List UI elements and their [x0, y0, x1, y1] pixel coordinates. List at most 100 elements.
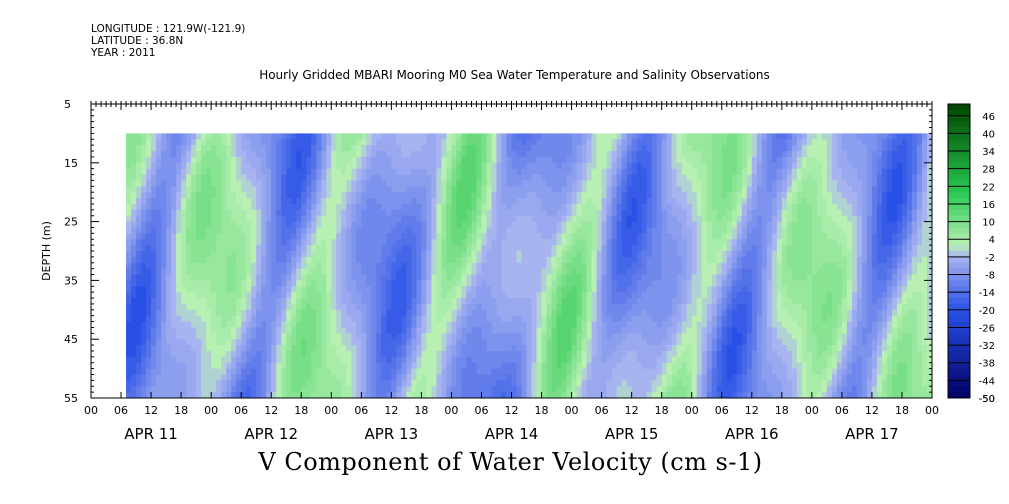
heatmap-cell	[221, 303, 227, 311]
heatmap-cell	[551, 315, 557, 322]
heatmap-cell	[231, 239, 237, 246]
heatmap-cell	[476, 174, 482, 181]
heatmap-cell	[361, 239, 367, 246]
heatmap-cell	[576, 368, 582, 375]
heatmap-cell	[296, 268, 302, 275]
heatmap-cell	[296, 286, 302, 293]
heatmap-cell	[491, 256, 497, 264]
heatmap-cell	[616, 392, 623, 399]
heatmap-cell	[576, 262, 582, 270]
heatmap-cell	[261, 139, 267, 146]
heatmap-cell	[316, 280, 322, 287]
heatmap-cell	[181, 180, 187, 187]
heatmap-cell	[606, 315, 613, 322]
heatmap-cell	[591, 262, 598, 270]
heatmap-cell	[671, 327, 678, 334]
heatmap-cell	[646, 209, 653, 217]
heatmap-cell	[516, 198, 522, 205]
heatmap-cell	[306, 139, 312, 146]
heatmap-cell	[346, 174, 352, 181]
heatmap-cell	[626, 303, 633, 311]
heatmap-cell	[366, 203, 372, 211]
heatmap-cell	[596, 156, 603, 164]
heatmap-cell	[266, 374, 272, 381]
heatmap-cell	[371, 203, 377, 211]
heatmap-cell	[236, 392, 242, 399]
heatmap-cell	[331, 362, 337, 369]
heatmap-cell	[326, 368, 332, 375]
heatmap-cell	[656, 174, 663, 181]
heatmap-cell	[481, 286, 487, 293]
heatmap-cell	[446, 192, 452, 199]
heatmap-cell	[226, 133, 232, 140]
heatmap-cell	[346, 362, 352, 369]
heatmap-cell	[521, 298, 527, 305]
heatmap-cell	[251, 133, 257, 140]
heatmap-cell	[346, 268, 352, 275]
heatmap-cell	[126, 203, 132, 211]
heatmap-cell	[126, 321, 132, 328]
heatmap-cell	[226, 145, 232, 152]
heatmap-cell	[206, 256, 212, 264]
heatmap-cell	[581, 180, 587, 187]
heatmap-cell	[441, 350, 447, 358]
heatmap-cell	[631, 292, 638, 299]
heatmap-cell	[551, 168, 557, 175]
heatmap-cell	[136, 174, 142, 181]
heatmap-cell	[451, 203, 457, 211]
heatmap-cell	[211, 198, 217, 205]
heatmap-cell	[641, 227, 648, 234]
heatmap-cell	[216, 233, 222, 240]
heatmap-cell	[661, 368, 668, 375]
heatmap-cell	[276, 315, 282, 322]
heatmap-cell	[416, 186, 422, 193]
heatmap-cell	[621, 386, 628, 393]
heatmap-cell	[616, 233, 623, 240]
heatmap-cell	[366, 245, 372, 252]
heatmap-cell	[636, 292, 643, 299]
heatmap-cell	[486, 274, 492, 281]
heatmap-cell	[286, 180, 292, 187]
heatmap-cell	[606, 333, 613, 340]
heatmap-cell	[216, 203, 222, 211]
heatmap-cell	[226, 233, 232, 240]
heatmap-cell	[331, 380, 337, 387]
heatmap-cell	[146, 386, 152, 393]
heatmap-cell	[196, 186, 202, 193]
heatmap-cell	[661, 333, 668, 340]
heatmap-cell	[526, 180, 532, 187]
heatmap-cell	[131, 392, 137, 399]
heatmap-cell	[306, 315, 312, 322]
heatmap-cell	[216, 256, 222, 264]
heatmap-cell	[196, 251, 202, 258]
heatmap-cell	[136, 374, 142, 381]
heatmap-cell	[566, 321, 572, 328]
heatmap-cell	[206, 362, 212, 369]
heatmap-cell	[216, 192, 222, 199]
heatmap-cell	[486, 256, 492, 264]
heatmap-cell	[166, 309, 172, 317]
heatmap-cell	[181, 227, 187, 234]
heatmap-cell	[136, 274, 142, 281]
heatmap-cell	[666, 386, 673, 393]
heatmap-cell	[621, 268, 628, 275]
heatmap-cell	[611, 227, 618, 234]
heatmap-cell	[561, 298, 567, 305]
heatmap-cell	[646, 286, 653, 293]
heatmap-cell	[341, 345, 347, 352]
heatmap-cell	[276, 274, 282, 281]
heatmap-cell	[676, 268, 683, 275]
heatmap-cell	[376, 362, 382, 369]
heatmap-cell	[501, 251, 507, 258]
heatmap-cell	[371, 274, 377, 281]
heatmap-cell	[306, 145, 312, 152]
heatmap-cell	[166, 215, 172, 222]
heatmap-cell	[621, 303, 628, 311]
heatmap-cell	[611, 298, 618, 305]
heatmap-cell	[546, 209, 552, 217]
heatmap-cell	[406, 374, 412, 381]
heatmap-cell	[596, 327, 603, 334]
heatmap-cell	[461, 298, 467, 305]
heatmap-cell	[206, 356, 212, 364]
heatmap-cell	[646, 186, 653, 193]
